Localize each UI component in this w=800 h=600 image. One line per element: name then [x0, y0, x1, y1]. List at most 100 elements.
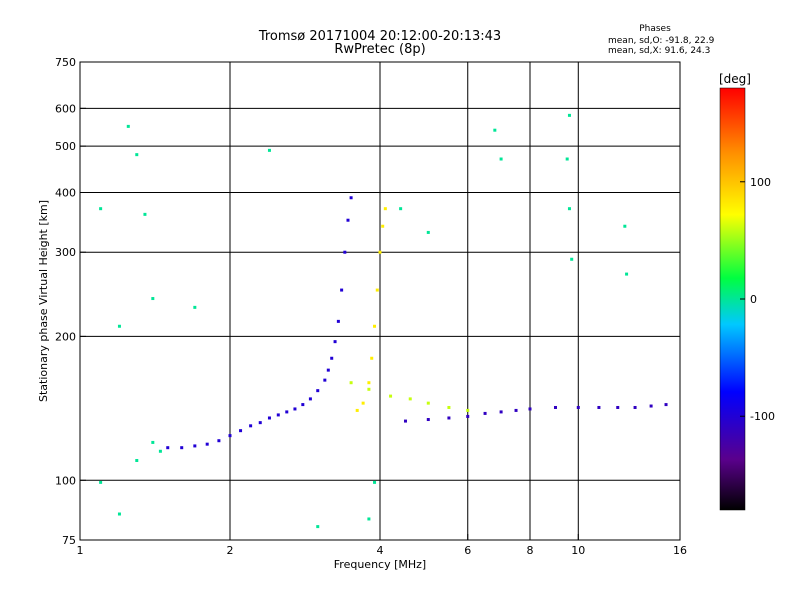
x-axis-label: Frequency [MHz] [334, 558, 426, 571]
data-point [349, 196, 353, 200]
x-tick-label: 10 [571, 544, 585, 557]
data-point [570, 257, 574, 261]
y-tick-label: 75 [62, 534, 76, 547]
data-points [99, 113, 668, 529]
data-point [258, 421, 262, 425]
data-point [576, 405, 580, 409]
data-point [373, 480, 377, 484]
data-point [99, 480, 103, 484]
data-point [426, 230, 430, 234]
data-point [389, 394, 393, 398]
chart-subtitle: RwPretec (8p) [334, 42, 425, 57]
data-point [99, 207, 103, 211]
data-point [316, 525, 320, 529]
data-point [447, 405, 451, 409]
phases-o-line: mean, sd,O: -91.8, 22.9 [608, 36, 715, 46]
data-point [567, 207, 571, 211]
data-point [193, 444, 197, 448]
data-point [399, 207, 403, 211]
data-point [499, 410, 503, 414]
data-point [528, 407, 532, 411]
data-point [276, 413, 280, 417]
x-tick-label: 8 [527, 544, 534, 557]
y-tick-label: 500 [55, 140, 76, 153]
phases-x-line: mean, sd,X: 91.6, 24.3 [608, 46, 710, 56]
data-point [193, 305, 197, 309]
data-point [135, 153, 139, 157]
y-tick-label: 200 [55, 330, 76, 343]
x-tick-label: 16 [673, 544, 687, 557]
data-point [135, 458, 139, 462]
data-point [285, 410, 289, 414]
data-point [664, 403, 668, 407]
data-point [403, 419, 407, 423]
y-tick-label: 600 [55, 102, 76, 115]
data-point [381, 224, 385, 228]
data-point [343, 250, 347, 254]
data-point [355, 408, 359, 412]
data-point [117, 512, 121, 516]
x-tick-label: 6 [464, 544, 471, 557]
data-point [143, 212, 147, 216]
data-point [349, 381, 353, 385]
x-tick-label: 2 [227, 544, 234, 557]
data-point [375, 288, 379, 292]
y-tick-label: 300 [55, 246, 76, 259]
data-point [316, 389, 320, 393]
data-point [493, 128, 497, 132]
colorbar-label: [deg] [719, 72, 751, 86]
data-point [267, 148, 271, 152]
data-point [336, 319, 340, 323]
data-point [553, 405, 557, 409]
data-point [378, 250, 382, 254]
data-point [267, 416, 271, 420]
data-point [158, 449, 162, 453]
data-point [499, 157, 503, 161]
data-point [649, 404, 653, 408]
data-point [340, 288, 344, 292]
data-point [308, 397, 312, 401]
grid [80, 62, 680, 540]
y-tick-label: 750 [55, 56, 76, 69]
data-point [625, 272, 629, 276]
y-axis-ticks: 75 100 200 300 400 500 600 750 [55, 56, 86, 547]
data-point [367, 517, 371, 521]
data-point [514, 408, 518, 412]
data-point [623, 224, 627, 228]
colorbar-ticks: 100 0 -100 [740, 176, 775, 423]
data-point [166, 446, 170, 450]
phases-title: Phases [639, 24, 671, 34]
data-point [326, 368, 330, 372]
data-point [408, 397, 412, 401]
data-point [205, 442, 209, 446]
data-point [323, 378, 327, 382]
colorbar-tick-label: 100 [750, 176, 771, 189]
data-point [333, 340, 337, 344]
y-tick-label: 400 [55, 186, 76, 199]
x-axis-ticks: 1 2 4 6 8 10 16 [77, 534, 687, 557]
data-point [370, 356, 374, 360]
data-point [217, 439, 221, 443]
data-point [426, 418, 430, 422]
data-point [466, 414, 470, 418]
data-point [483, 411, 487, 415]
data-point [616, 405, 620, 409]
data-point [466, 408, 470, 412]
data-point [361, 401, 365, 405]
data-point [426, 401, 430, 405]
data-point [151, 297, 155, 301]
data-point [447, 416, 451, 420]
data-point [301, 403, 305, 407]
data-point [373, 324, 377, 328]
y-tick-label: 100 [55, 474, 76, 487]
data-point [293, 407, 297, 411]
colorbar-tick-label: -100 [750, 410, 775, 423]
chart-title: Tromsø 20171004 20:12:00-20:13:43 [258, 29, 501, 44]
data-point [367, 387, 371, 391]
y-axis-label: Stationary phase Virtual Height [km] [37, 200, 50, 402]
data-point [567, 113, 571, 117]
data-point [633, 405, 637, 409]
data-point [330, 356, 334, 360]
data-point [249, 424, 253, 428]
